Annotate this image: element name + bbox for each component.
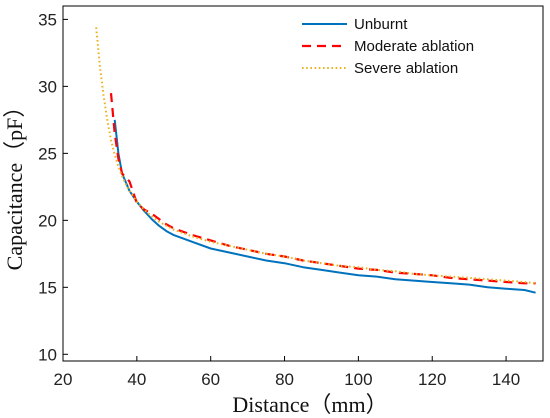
y-tick-label: 25 [38, 144, 57, 163]
y-axis-title: Capacitance（pF） [2, 96, 27, 271]
y-axis-ticks: 10 15 20 25 30 35 [38, 10, 68, 364]
legend-label-2: Moderate ablation [354, 38, 474, 55]
x-tick-label: 60 [201, 370, 220, 389]
series-group [95, 27, 536, 294]
x-axis-title: Distance（mm） [232, 392, 387, 417]
y-tick-label: 10 [38, 345, 57, 364]
x-tick-label: 80 [275, 370, 294, 389]
x-tick-label: 20 [54, 370, 73, 389]
y-tick-label: 30 [38, 77, 57, 96]
x-axis-ticks: 20 40 60 80 100 120 140 [54, 356, 520, 389]
y-tick-label: 15 [38, 278, 57, 297]
x-tick-label: 140 [492, 370, 520, 389]
plot-frame [62, 5, 544, 362]
x-tick-label: 120 [418, 370, 446, 389]
series-line-3 [95, 27, 536, 285]
legend-label-1: Unburnt [354, 16, 408, 33]
x-tick-label: 40 [127, 370, 146, 389]
legend: Unburnt Moderate ablation Severe ablation [302, 16, 474, 77]
series-line-1 [113, 119, 536, 294]
legend-label-3: Severe ablation [354, 60, 458, 77]
series-line-2 [109, 92, 536, 285]
y-tick-label: 35 [38, 10, 57, 29]
x-tick-label: 100 [344, 370, 372, 389]
y-tick-label: 20 [38, 211, 57, 230]
